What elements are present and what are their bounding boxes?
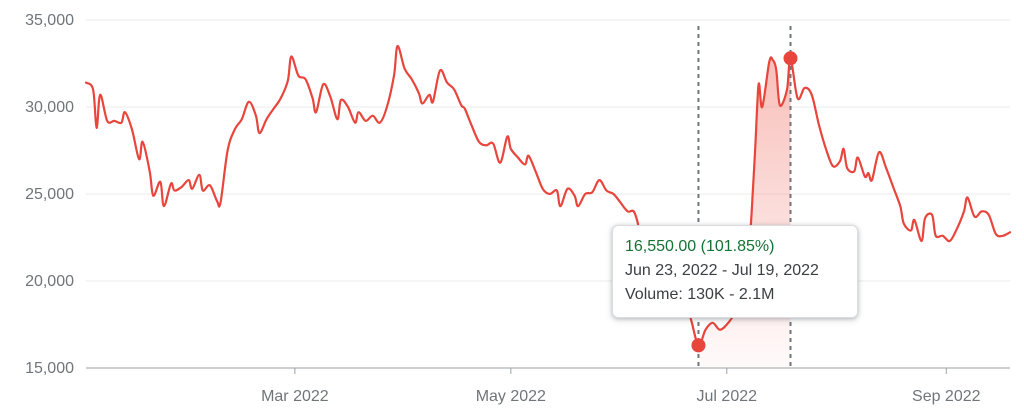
x-axis: Mar 2022 May 2022 Jul 2022 Sep 2022 <box>261 368 981 405</box>
x-tick-label: May 2022 <box>476 388 546 405</box>
selection-start-point[interactable] <box>691 338 706 353</box>
x-tick-label: Jul 2022 <box>697 388 758 405</box>
tooltip-volume: Volume: 130K - 2.1M <box>625 286 775 303</box>
range-tooltip: 16,550.00 (101.85%) Jun 23, 2022 - Jul 1… <box>612 225 858 318</box>
price-line <box>84 44 1012 347</box>
selection-end-point[interactable] <box>783 51 798 66</box>
y-tick-label: 20,000 <box>25 273 74 290</box>
y-tick-label: 25,000 <box>25 186 74 203</box>
tooltip-date-range: Jun 23, 2022 - Jul 19, 2022 <box>625 262 819 279</box>
y-axis: 15,000 20,000 25,000 30,000 35,000 <box>25 12 74 377</box>
tooltip-change: 16,550.00 (101.85%) <box>625 238 775 255</box>
y-tick-label: 35,000 <box>25 12 74 29</box>
y-tick-label: 15,000 <box>25 360 74 377</box>
selection-area <box>698 57 791 369</box>
y-tick-label: 30,000 <box>25 99 74 116</box>
x-tick-label: Mar 2022 <box>261 388 329 405</box>
x-tick-label: Sep 2022 <box>912 388 981 405</box>
